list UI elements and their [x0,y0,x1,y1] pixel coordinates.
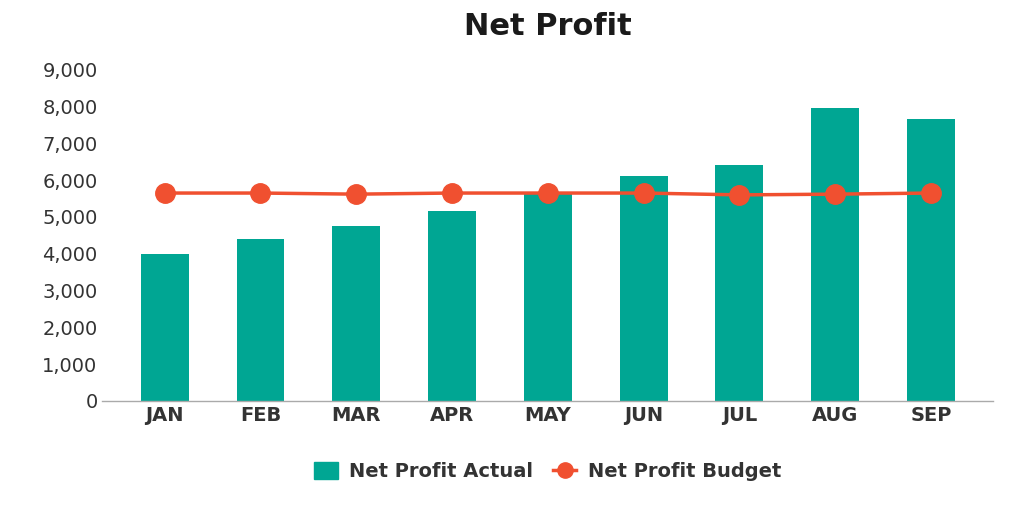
Bar [620,176,668,401]
Bar [333,226,380,401]
Bar [140,254,188,401]
Bar [716,166,763,401]
Bar [237,239,285,401]
Bar [524,193,571,401]
Title: Net Profit: Net Profit [464,12,632,41]
Bar [907,119,955,401]
Legend: Net Profit Actual, Net Profit Budget: Net Profit Actual, Net Profit Budget [306,454,790,489]
Bar [428,211,476,401]
Bar [811,108,859,401]
